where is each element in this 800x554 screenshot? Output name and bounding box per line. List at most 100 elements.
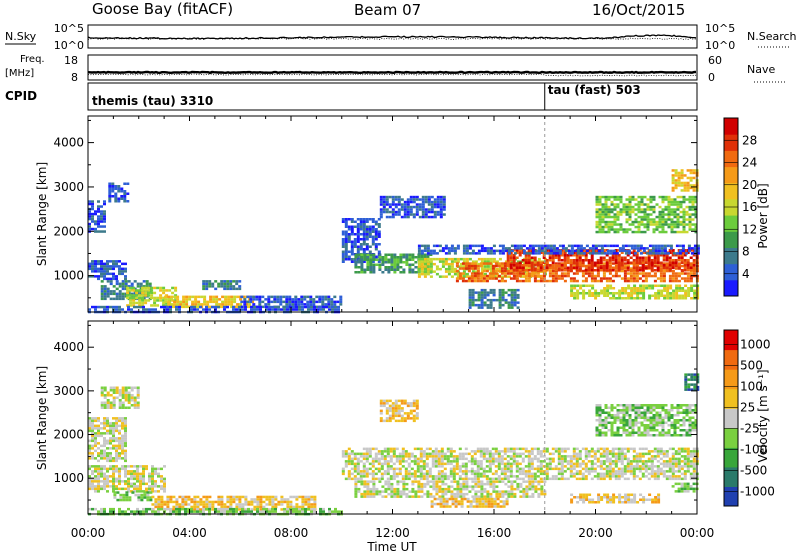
heatmap-cell	[581, 261, 585, 264]
heatmap-cell	[106, 459, 109, 463]
heatmap-cell	[603, 294, 607, 297]
heatmap-cell	[587, 274, 591, 278]
heatmap-cell	[356, 233, 360, 236]
heatmap-cell	[118, 265, 121, 268]
heatmap-cell	[94, 477, 97, 481]
heatmap-cell	[211, 505, 215, 509]
heatmap-cell	[669, 287, 673, 290]
heatmap-cell	[504, 301, 508, 304]
heatmap-cell	[97, 490, 100, 493]
heatmap-cell	[613, 220, 617, 224]
heatmap-cell	[88, 267, 91, 271]
heatmap-cell	[259, 498, 263, 501]
heatmap-cell	[196, 505, 200, 509]
heatmap-cell	[223, 308, 226, 311]
heatmap-cell	[372, 256, 376, 259]
heatmap-cell	[485, 460, 489, 463]
heatmap-cell	[398, 457, 402, 461]
heatmap-cell	[599, 256, 603, 259]
heatmap-cell	[109, 480, 112, 483]
heatmap-cell	[447, 262, 451, 266]
heatmap-cell	[601, 210, 605, 214]
heatmap-cell	[298, 510, 301, 513]
heatmap-cell	[91, 212, 94, 216]
heatmap-cell	[417, 256, 421, 259]
heatmap-cell	[563, 256, 567, 259]
heatmap-cell	[691, 200, 695, 204]
heatmap-cell	[597, 244, 601, 248]
heatmap-cell	[142, 480, 145, 483]
heatmap-cell	[391, 215, 395, 219]
heatmap-cell	[470, 272, 474, 275]
heatmap-cell	[494, 465, 498, 468]
heatmap-cell	[628, 205, 632, 209]
heatmap-cell	[365, 475, 369, 478]
heatmap-cell	[403, 205, 407, 209]
heatmap-cell	[606, 294, 610, 297]
heatmap-cell	[249, 300, 253, 304]
heatmap-cell	[313, 500, 317, 504]
heatmap-cell	[109, 507, 112, 511]
heatmap-cell	[670, 225, 674, 229]
heatmap-cell	[636, 287, 640, 290]
heatmap-cell	[488, 462, 492, 466]
heatmap-cell	[539, 279, 543, 283]
heatmap-cell	[610, 200, 614, 204]
heatmap-cell	[157, 510, 160, 513]
heatmap-cell	[121, 480, 124, 483]
heatmap-cell	[166, 507, 169, 511]
heatmap-cell	[103, 454, 106, 458]
heatmap-cell	[425, 475, 429, 478]
heatmap-cell	[97, 487, 100, 491]
heatmap-cell	[113, 491, 117, 494]
heatmap-cell	[659, 279, 663, 283]
heatmap-cell	[674, 279, 678, 283]
heatmap-cell	[582, 289, 586, 292]
heatmap-cell	[121, 465, 124, 468]
heatmap-cell	[545, 264, 549, 267]
heatmap-cell	[276, 298, 280, 301]
heatmap-cell	[209, 295, 213, 299]
heatmap-cell	[676, 208, 680, 211]
heatmap-cell	[494, 472, 498, 476]
heatmap-cell	[347, 238, 351, 241]
heatmap-cell	[253, 498, 257, 501]
heatmap-cell	[374, 460, 378, 463]
heatmap-cell	[91, 480, 94, 483]
heatmap-cell	[303, 303, 307, 306]
heatmap-cell	[629, 251, 633, 254]
heatmap-cell	[518, 472, 522, 476]
heatmap-cell	[202, 282, 206, 286]
heatmap-cell	[232, 280, 236, 283]
heatmap-cell	[211, 500, 215, 504]
heatmap-cell	[651, 244, 655, 248]
heatmap-cell	[112, 447, 115, 450]
heatmap-cell	[215, 300, 219, 304]
heatmap-cell	[634, 203, 638, 206]
heatmap-cell	[554, 256, 558, 259]
heatmap-cell	[406, 205, 410, 209]
heatmap-cell	[691, 203, 695, 206]
heatmap-cell	[142, 507, 145, 511]
heatmap-cell	[515, 272, 519, 275]
heatmap-cell	[683, 174, 687, 177]
heatmap-cell	[518, 455, 522, 458]
heatmap-cell	[439, 198, 443, 201]
heatmap-cell	[163, 480, 166, 483]
heatmap-cell	[674, 274, 678, 278]
heatmap-cell	[400, 205, 404, 209]
heatmap-cell	[629, 274, 633, 278]
heatmap-cell	[132, 304, 136, 307]
heatmap-cell	[500, 264, 504, 268]
heatmap-cell	[115, 277, 118, 281]
heatmap-cell	[488, 272, 492, 275]
heatmap-cell	[421, 195, 425, 199]
heatmap-cell	[128, 496, 132, 499]
heatmap-cell	[149, 498, 153, 502]
heatmap-cell	[638, 266, 642, 269]
heatmap-cell	[690, 284, 694, 287]
heatmap-cell	[480, 306, 484, 309]
heatmap-cell	[374, 455, 378, 458]
heatmap-cell	[431, 452, 435, 456]
heatmap-cell	[360, 266, 364, 269]
